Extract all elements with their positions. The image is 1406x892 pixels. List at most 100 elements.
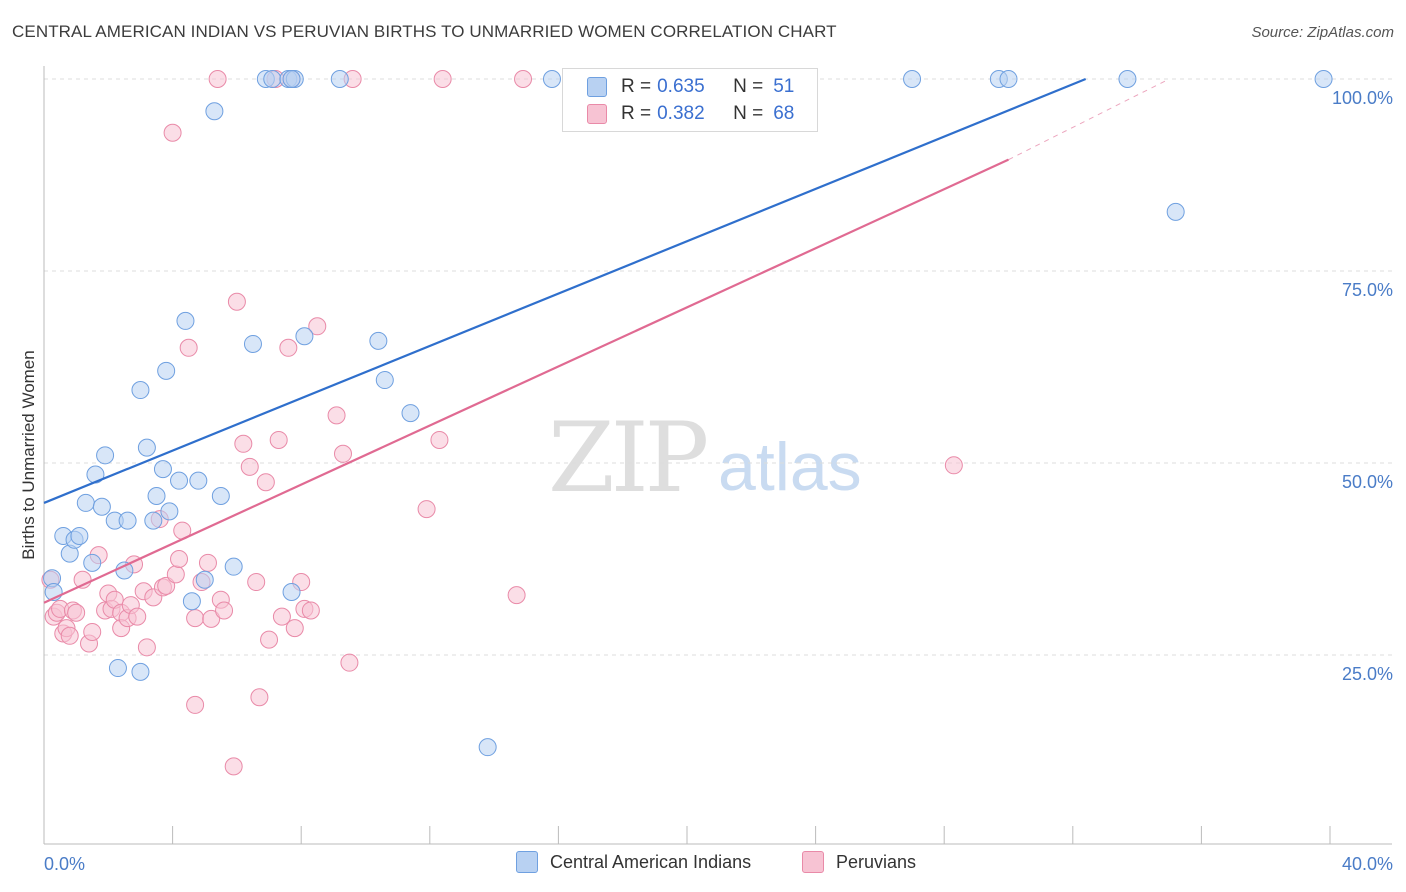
data-point bbox=[430, 430, 449, 449]
data-point bbox=[542, 70, 561, 88]
data-point bbox=[170, 471, 189, 490]
data-point bbox=[131, 381, 150, 400]
data-point bbox=[60, 626, 79, 645]
data-point bbox=[67, 603, 86, 622]
data-point bbox=[157, 576, 176, 595]
data-point bbox=[227, 292, 246, 311]
n-value: 51 bbox=[773, 76, 795, 97]
axes bbox=[43, 66, 1392, 845]
data-point bbox=[166, 565, 185, 584]
data-point bbox=[279, 338, 298, 357]
data-point bbox=[327, 406, 346, 425]
data-point bbox=[1166, 202, 1185, 221]
data-point bbox=[147, 487, 166, 506]
data-point bbox=[507, 586, 526, 605]
data-point bbox=[282, 583, 301, 602]
data-point bbox=[137, 438, 156, 457]
r-value: 0.382 bbox=[657, 103, 705, 124]
stats-swatch-pink bbox=[587, 104, 607, 124]
data-point bbox=[478, 738, 497, 757]
series-peruvians-points bbox=[41, 70, 963, 776]
r-label: R = bbox=[621, 103, 652, 124]
data-point bbox=[157, 361, 176, 380]
legend-swatch-blue bbox=[516, 851, 538, 873]
n-label: N = bbox=[733, 103, 764, 124]
data-point bbox=[247, 573, 266, 592]
data-point bbox=[243, 334, 262, 353]
data-point bbox=[401, 404, 420, 423]
y-tick-label: 50.0% bbox=[1342, 472, 1393, 492]
x-tick-label-end: 40.0% bbox=[1342, 854, 1393, 874]
series-central-american-indians-points bbox=[43, 70, 1333, 757]
data-point bbox=[269, 430, 288, 449]
data-point bbox=[137, 638, 156, 657]
y-tick-label: 75.0% bbox=[1342, 280, 1393, 300]
data-point bbox=[369, 331, 388, 350]
x-tick-marks bbox=[172, 826, 1331, 844]
stats-row-peruvians: R = 0.382 N = 68 bbox=[587, 101, 794, 127]
data-point bbox=[330, 70, 349, 88]
y-axis-label: Births to Unmarried Women bbox=[19, 350, 38, 559]
data-point bbox=[83, 553, 102, 572]
data-point bbox=[417, 500, 436, 519]
data-point bbox=[224, 757, 243, 776]
data-point bbox=[234, 434, 253, 453]
n-value: 68 bbox=[773, 103, 795, 124]
data-point bbox=[903, 70, 922, 88]
y-tick-label: 25.0% bbox=[1342, 664, 1393, 684]
data-point bbox=[282, 70, 301, 88]
data-point bbox=[211, 487, 230, 506]
x-tick-labels: 0.0% 40.0% bbox=[44, 854, 1393, 874]
data-point bbox=[999, 70, 1018, 88]
y-tick-labels: 25.0% 50.0% 75.0% 100.0% bbox=[1332, 88, 1393, 684]
data-point bbox=[76, 493, 95, 512]
data-point bbox=[118, 511, 137, 530]
legend-label: Peruvians bbox=[836, 851, 917, 872]
data-point bbox=[260, 630, 279, 649]
data-point bbox=[224, 557, 243, 576]
data-point bbox=[250, 688, 269, 707]
data-point bbox=[1118, 70, 1137, 88]
grid-lines bbox=[44, 78, 1392, 656]
data-point bbox=[189, 471, 208, 490]
stats-legend-box: R = 0.635 N = 51 R = 0.382 N = 68 bbox=[562, 68, 818, 132]
data-point bbox=[182, 592, 201, 611]
data-point bbox=[160, 502, 179, 521]
stats-row-central-american-indians: R = 0.635 N = 51 bbox=[587, 74, 794, 100]
legend-item-peruvians[interactable]: Peruvians bbox=[802, 851, 916, 873]
data-point bbox=[186, 695, 205, 714]
data-point bbox=[115, 561, 134, 580]
watermark-zip: ZIP bbox=[548, 402, 709, 514]
data-point bbox=[333, 444, 352, 463]
data-point bbox=[272, 607, 291, 626]
data-point bbox=[195, 570, 214, 589]
legend-item-central-american-indians[interactable]: Central American Indians bbox=[516, 851, 751, 873]
data-point bbox=[92, 497, 111, 516]
trend-line-0 bbox=[43, 77, 1087, 504]
data-point bbox=[263, 70, 282, 88]
y-tick-label: 100.0% bbox=[1332, 88, 1393, 108]
data-point bbox=[205, 102, 224, 121]
stats-swatch-blue bbox=[587, 77, 607, 97]
watermark-atlas: atlas bbox=[718, 429, 862, 505]
data-point bbox=[198, 553, 217, 572]
legend-label: Central American Indians bbox=[550, 851, 752, 872]
data-point bbox=[285, 619, 304, 638]
data-point bbox=[83, 622, 102, 641]
data-point bbox=[163, 123, 182, 142]
data-point bbox=[70, 526, 89, 545]
data-point bbox=[433, 70, 452, 88]
trend-line-1 bbox=[43, 158, 1009, 604]
data-point bbox=[208, 70, 227, 88]
chart-title: CENTRAL AMERICAN INDIAN VS PERUVIAN BIRT… bbox=[12, 22, 837, 41]
r-value: 0.635 bbox=[657, 76, 705, 97]
data-point bbox=[944, 456, 963, 475]
data-point bbox=[215, 601, 234, 620]
data-point bbox=[96, 446, 115, 465]
data-point bbox=[514, 70, 533, 88]
legend-swatch-pink bbox=[802, 851, 824, 873]
data-point bbox=[1314, 70, 1333, 88]
data-point bbox=[186, 609, 205, 628]
trend-extension-1 bbox=[1008, 78, 1170, 161]
data-point bbox=[240, 457, 259, 476]
